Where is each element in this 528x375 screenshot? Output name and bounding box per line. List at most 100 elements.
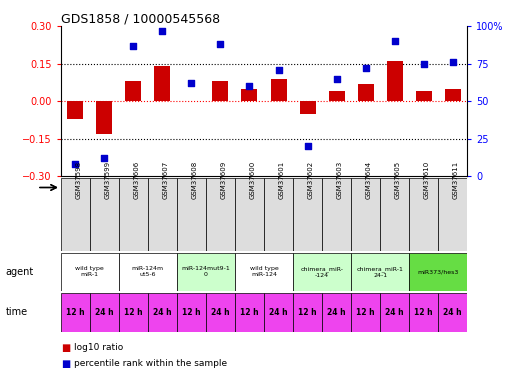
Bar bbox=[438, 292, 467, 332]
Text: 12 h: 12 h bbox=[356, 308, 375, 316]
Text: miR-124m
ut5-6: miR-124m ut5-6 bbox=[132, 267, 164, 277]
Text: 24 h: 24 h bbox=[385, 308, 404, 316]
Text: 12 h: 12 h bbox=[240, 308, 259, 316]
Bar bbox=[409, 253, 467, 291]
Text: 24 h: 24 h bbox=[153, 308, 172, 316]
Text: chimera_miR-
-124: chimera_miR- -124 bbox=[300, 266, 344, 278]
Text: GSM37611: GSM37611 bbox=[453, 161, 459, 200]
Bar bbox=[357, 84, 374, 101]
Bar bbox=[61, 178, 90, 251]
Bar bbox=[119, 178, 148, 251]
Text: GDS1858 / 10000545568: GDS1858 / 10000545568 bbox=[61, 12, 220, 25]
Text: GSM37608: GSM37608 bbox=[192, 161, 197, 200]
Text: 12 h: 12 h bbox=[414, 308, 433, 316]
Point bbox=[303, 143, 312, 149]
Point bbox=[129, 43, 138, 49]
Point bbox=[216, 41, 225, 47]
Bar bbox=[125, 81, 142, 101]
Point bbox=[420, 61, 428, 67]
Text: 12 h: 12 h bbox=[66, 308, 84, 316]
Bar bbox=[299, 101, 316, 114]
Text: 24 h: 24 h bbox=[327, 308, 346, 316]
Bar bbox=[119, 292, 148, 332]
Bar bbox=[235, 178, 264, 251]
Text: GSM37599: GSM37599 bbox=[105, 161, 110, 200]
Point bbox=[100, 155, 109, 161]
Bar bbox=[322, 178, 351, 251]
Bar bbox=[148, 178, 177, 251]
Text: 12 h: 12 h bbox=[298, 308, 317, 316]
Text: 12 h: 12 h bbox=[182, 308, 201, 316]
Text: percentile rank within the sample: percentile rank within the sample bbox=[74, 359, 227, 368]
Bar bbox=[148, 292, 177, 332]
Bar bbox=[293, 292, 322, 332]
Bar bbox=[235, 292, 264, 332]
Text: wild type
miR-124: wild type miR-124 bbox=[250, 267, 278, 277]
Bar bbox=[206, 178, 235, 251]
Text: GSM37600: GSM37600 bbox=[250, 161, 256, 200]
Text: 12 h: 12 h bbox=[124, 308, 143, 316]
Text: wild type
miR-1: wild type miR-1 bbox=[76, 267, 104, 277]
Bar bbox=[380, 292, 409, 332]
Bar bbox=[154, 66, 171, 101]
Text: agent: agent bbox=[5, 267, 34, 277]
Text: chimera_miR-1
24-1: chimera_miR-1 24-1 bbox=[357, 266, 403, 278]
Point bbox=[391, 38, 399, 44]
Text: GSM37610: GSM37610 bbox=[424, 161, 430, 200]
Bar bbox=[90, 292, 119, 332]
Text: GSM37606: GSM37606 bbox=[133, 161, 139, 200]
Bar bbox=[96, 101, 112, 134]
Bar bbox=[264, 292, 293, 332]
Bar bbox=[177, 292, 206, 332]
Text: GSM37598: GSM37598 bbox=[76, 161, 81, 200]
Bar bbox=[386, 61, 403, 101]
Bar bbox=[264, 178, 293, 251]
Text: GSM37609: GSM37609 bbox=[221, 161, 227, 200]
Bar bbox=[351, 292, 380, 332]
Text: miR-124mut9-1
0: miR-124mut9-1 0 bbox=[182, 267, 230, 277]
Bar bbox=[177, 253, 235, 291]
Text: log10 ratio: log10 ratio bbox=[74, 344, 123, 352]
Text: GSM37603: GSM37603 bbox=[337, 161, 343, 200]
Bar bbox=[409, 178, 438, 251]
Text: 24 h: 24 h bbox=[211, 308, 230, 316]
Bar bbox=[351, 253, 409, 291]
Text: GSM37602: GSM37602 bbox=[307, 161, 314, 200]
Point bbox=[245, 83, 254, 89]
Bar bbox=[409, 292, 438, 332]
Bar bbox=[380, 178, 409, 251]
Bar bbox=[241, 89, 258, 101]
Point bbox=[71, 161, 80, 167]
Bar bbox=[293, 253, 351, 291]
Bar bbox=[90, 178, 119, 251]
Bar bbox=[177, 178, 206, 251]
Bar bbox=[416, 91, 432, 101]
Bar bbox=[67, 101, 83, 119]
Text: ■: ■ bbox=[61, 359, 70, 369]
Bar bbox=[445, 89, 461, 101]
Point bbox=[449, 59, 457, 65]
Point bbox=[275, 67, 283, 73]
Point bbox=[158, 28, 167, 34]
Bar bbox=[438, 178, 467, 251]
Bar bbox=[328, 91, 345, 101]
Bar bbox=[293, 178, 322, 251]
Bar bbox=[206, 292, 235, 332]
Text: GSM37604: GSM37604 bbox=[365, 161, 372, 200]
Point bbox=[361, 65, 370, 71]
Bar bbox=[270, 79, 287, 101]
Bar bbox=[322, 292, 351, 332]
Text: GSM37607: GSM37607 bbox=[163, 161, 168, 200]
Bar bbox=[119, 253, 177, 291]
Text: 24 h: 24 h bbox=[444, 308, 462, 316]
Text: time: time bbox=[5, 307, 27, 317]
Text: GSM37605: GSM37605 bbox=[395, 161, 401, 200]
Point bbox=[333, 76, 341, 82]
Text: GSM37601: GSM37601 bbox=[279, 161, 285, 200]
Bar bbox=[212, 81, 229, 101]
Text: 24 h: 24 h bbox=[269, 308, 288, 316]
Text: 24 h: 24 h bbox=[95, 308, 114, 316]
Bar bbox=[61, 292, 90, 332]
Text: ■: ■ bbox=[61, 343, 70, 353]
Bar bbox=[351, 178, 380, 251]
